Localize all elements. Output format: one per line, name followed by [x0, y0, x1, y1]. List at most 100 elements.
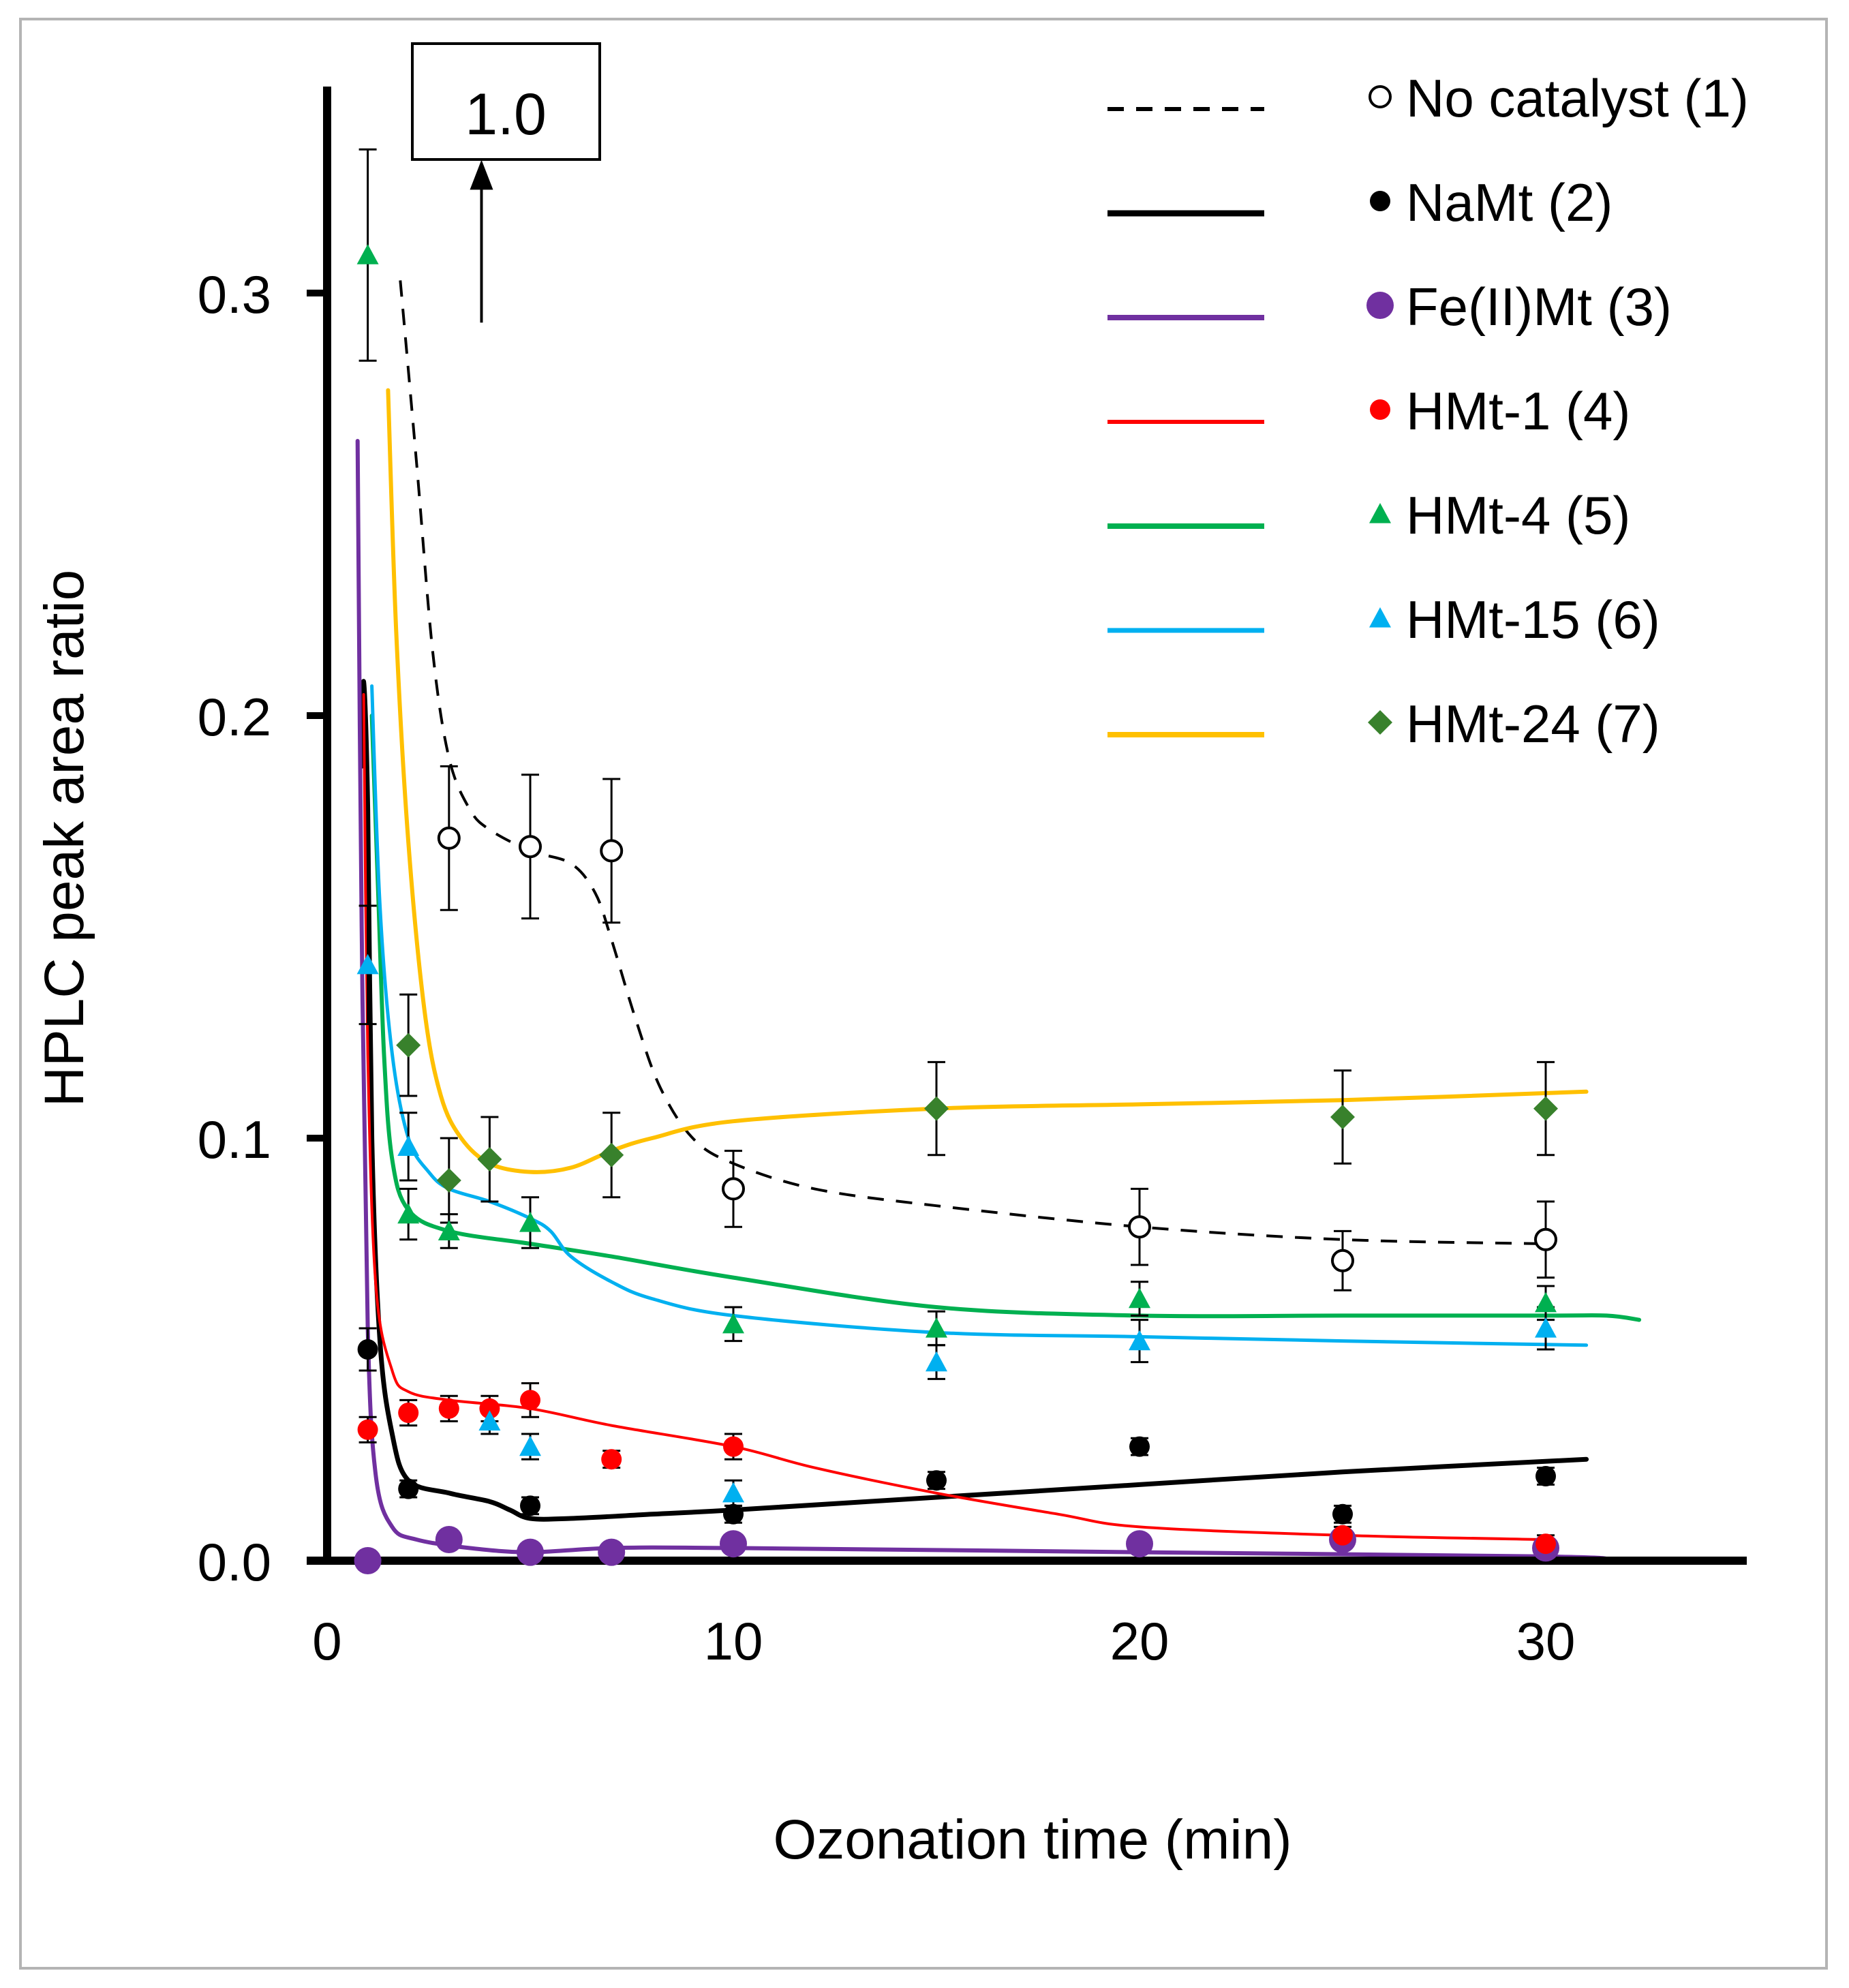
- markers-layer: [354, 244, 1559, 1574]
- figure-frame: [19, 18, 1828, 1970]
- legend-entry-hmt-15-6: HMt-15 (6): [1107, 590, 1660, 649]
- ticks-layer: 0.0 0.1 0.2 0.3 0 10 20 30: [198, 264, 1576, 1671]
- data-point-hmt-1-4: [479, 1398, 500, 1419]
- x-axis-label: Ozonation time (min): [773, 1809, 1292, 1871]
- data-point-no-catalyst-1: [722, 1177, 745, 1201]
- y-tick-label: 0.1: [198, 1110, 271, 1169]
- data-point-hmt-24-7: [924, 1096, 949, 1121]
- data-point-namt-2: [926, 1470, 947, 1491]
- data-point-namt-2: [520, 1495, 540, 1516]
- series-line-hmt-15-6: [370, 684, 1589, 1347]
- legend-label: Fe(II)Mt (3): [1406, 277, 1672, 337]
- data-point-namt-2: [1535, 1466, 1556, 1486]
- data-point-hmt-4-5: [397, 1203, 420, 1224]
- legend-marker: [1368, 710, 1392, 735]
- series-line-hmt-1-4: [362, 693, 1547, 1541]
- data-point-namt-2: [357, 1339, 378, 1360]
- x-tick-label: 0: [312, 1611, 341, 1671]
- annotation-arrow: [470, 159, 493, 323]
- data-point-hmt-24-7: [599, 1142, 624, 1167]
- legend-entry-hmt-4-5: HMt-4 (5): [1107, 485, 1630, 545]
- legend-entry-namt-2: NaMt (2): [1107, 172, 1613, 232]
- y-tick-label: 0.2: [198, 687, 271, 747]
- legend-label: HMt-4 (5): [1406, 485, 1630, 545]
- data-point-no-catalyst-1: [437, 826, 461, 850]
- legend-marker: [1366, 292, 1394, 319]
- data-point-namt-2: [398, 1478, 419, 1499]
- data-point-hmt-1-4: [520, 1390, 540, 1411]
- legend-label: HMt-1 (4): [1406, 381, 1630, 441]
- data-point-hmt-1-4: [438, 1398, 459, 1419]
- y-tick-label: 0.0: [198, 1532, 271, 1592]
- data-point-no-catalyst-1: [1331, 1249, 1354, 1272]
- data-point-no-catalyst-1: [1128, 1215, 1151, 1239]
- series-line-no-catalyst-1: [399, 280, 1546, 1245]
- data-point-hmt-4-5: [1129, 1287, 1150, 1309]
- data-point-fe-ii-mt-3: [435, 1526, 463, 1553]
- data-point-hmt-1-4: [601, 1449, 622, 1470]
- axes: [307, 87, 1747, 1565]
- annotation-label: 1.0: [465, 82, 547, 147]
- data-point-hmt-1-4: [1535, 1533, 1556, 1555]
- legend-entry-no-catalyst-1: No catalyst (1): [1107, 68, 1749, 128]
- annotation: 1.0: [411, 42, 601, 323]
- legend-label: NaMt (2): [1406, 172, 1613, 232]
- legend-marker: [1369, 607, 1391, 628]
- data-point-hmt-15-6: [478, 1410, 501, 1431]
- data-point-hmt-1-4: [398, 1403, 419, 1423]
- data-point-no-catalyst-1: [1534, 1227, 1557, 1251]
- data-point-fe-ii-mt-3: [720, 1530, 747, 1558]
- arrow-head: [470, 159, 493, 190]
- data-point-hmt-24-7: [1533, 1096, 1558, 1121]
- legend-label: No catalyst (1): [1406, 68, 1749, 128]
- y-axis-label: HPLC peak area ratio: [33, 570, 95, 1107]
- series-line-fe-ii-mt-3: [355, 439, 1613, 1562]
- legend-marker: [1369, 503, 1391, 523]
- data-point-no-catalyst-1: [519, 835, 542, 859]
- legend-entry-hmt-1-4: HMt-1 (4): [1107, 381, 1630, 441]
- data-point-hmt-4-5: [356, 244, 379, 264]
- data-point-hmt-15-6: [519, 1435, 541, 1456]
- x-tick-label: 30: [1516, 1611, 1576, 1671]
- data-point-hmt-15-6: [926, 1351, 947, 1372]
- data-point-fe-ii-mt-3: [354, 1547, 382, 1574]
- data-point-hmt-15-6: [722, 1482, 744, 1503]
- data-point-fe-ii-mt-3: [1126, 1530, 1153, 1558]
- data-point-hmt-1-4: [723, 1436, 744, 1457]
- series-line-hmt-24-7: [386, 388, 1589, 1174]
- data-point-hmt-15-6: [1129, 1330, 1150, 1351]
- y-tick-label: 0.3: [198, 264, 271, 324]
- data-point-hmt-1-4: [1332, 1525, 1353, 1546]
- data-point-hmt-15-6: [356, 953, 379, 975]
- legend-label: HMt-24 (7): [1406, 694, 1660, 754]
- legend-marker: [1370, 191, 1390, 211]
- data-point-hmt-15-6: [397, 1135, 420, 1156]
- data-point-namt-2: [723, 1503, 744, 1525]
- annotation-box: [411, 42, 601, 161]
- data-point-hmt-4-5: [438, 1220, 460, 1240]
- data-point-hmt-4-5: [519, 1212, 541, 1232]
- data-point-namt-2: [1129, 1436, 1150, 1457]
- series-line-hmt-4-5: [369, 714, 1642, 1322]
- legend-entry-fe-ii-mt-3: Fe(II)Mt (3): [1107, 277, 1672, 337]
- legend: No catalyst (1) NaMt (2) Fe(II)Mt (3) HMt-1…: [1107, 68, 1749, 754]
- data-point-no-catalyst-1: [600, 839, 624, 863]
- legend-label: HMt-15 (6): [1406, 590, 1660, 649]
- data-point-fe-ii-mt-3: [598, 1538, 626, 1566]
- x-tick-label: 10: [704, 1611, 763, 1671]
- legend-marker: [1369, 85, 1392, 108]
- x-tick-label: 20: [1110, 1611, 1170, 1671]
- data-point-hmt-24-7: [477, 1147, 502, 1172]
- legend-entry-hmt-24-7: HMt-24 (7): [1107, 694, 1660, 754]
- data-point-hmt-4-5: [1535, 1291, 1557, 1313]
- data-point-hmt-15-6: [1535, 1317, 1557, 1338]
- data-point-hmt-4-5: [926, 1317, 947, 1338]
- data-point-hmt-4-5: [722, 1313, 744, 1334]
- data-point-hmt-24-7: [1330, 1105, 1355, 1129]
- data-point-fe-ii-mt-3: [517, 1538, 544, 1566]
- data-point-hmt-24-7: [436, 1168, 461, 1193]
- legend-marker: [1370, 399, 1390, 420]
- data-point-namt-2: [1332, 1503, 1353, 1525]
- data-point-hmt-1-4: [357, 1419, 378, 1440]
